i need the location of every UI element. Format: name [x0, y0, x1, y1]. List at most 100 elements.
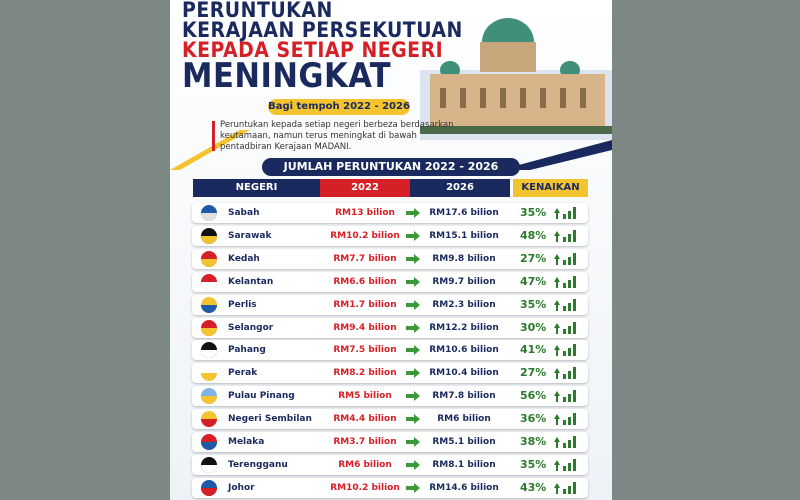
column-header: 2022	[320, 179, 410, 197]
poster: PERUNTUKAN KERAJAAN PERSEKUTUAN KEPADA SET…	[170, 0, 612, 500]
arrow-icon	[406, 391, 420, 402]
increase-percent: 36%	[520, 412, 547, 426]
arrow-icon	[406, 437, 420, 447]
growth-icon	[554, 367, 576, 380]
table-row: Kelantan RM6.6 bilion RM9.7 bilion 47%	[192, 271, 588, 292]
value-2026: RM9.8 bilion	[432, 253, 496, 264]
increase-percent: 35%	[520, 297, 547, 311]
value-2022: RM7.7 bilion	[333, 253, 397, 264]
growth-icon	[554, 275, 576, 288]
arrow-icon	[406, 322, 420, 333]
value-2026: RM14.6 bilion	[429, 482, 499, 493]
state-flag	[201, 411, 217, 428]
increase-percent: 47%	[520, 274, 547, 288]
title-line: KERAJAAN PERSEKUTUAN	[182, 18, 463, 42]
state-name: Sabah	[228, 208, 260, 218]
value-2022: RM9.4 bilion	[333, 322, 397, 333]
value-2026: RM10.6 bilion	[429, 345, 499, 356]
value-2022: RM10.2 bilion	[330, 482, 400, 493]
table-row: Melaka RM3.7 bilion RM5.1 bilion 38%	[192, 432, 588, 452]
state-name: Negeri Sembilan	[228, 414, 312, 425]
title-line: PERUNTUKAN	[182, 0, 333, 22]
state-name: Selangor	[228, 322, 274, 333]
arrow-icon	[406, 482, 420, 493]
table-title: JUMLAH PERUNTUKAN 2022 - 2026	[262, 158, 520, 176]
state-flag	[201, 319, 217, 336]
state-flag	[201, 227, 217, 244]
value-2026: RM5.1 bilion	[432, 437, 496, 447]
description-line: pentadbiran Kerajaan MADANI.	[220, 142, 352, 152]
arrow-icon	[406, 230, 420, 241]
period-badge: Bagi tempoh 2022 - 2026	[268, 99, 410, 115]
table-row: Pulau Pinang RM5 bilion RM7.8 bilion 56%	[192, 386, 588, 407]
building-illustration	[420, 18, 612, 140]
increase-percent: 27%	[520, 251, 547, 265]
growth-icon	[554, 390, 576, 403]
state-name: Kedah	[228, 253, 260, 264]
table-row: Johor RM10.2 bilion RM14.6 bilion 43%	[192, 477, 588, 498]
increase-percent: 30%	[520, 320, 547, 334]
arrow-icon	[406, 345, 420, 356]
growth-icon	[554, 321, 576, 334]
arrow-icon	[406, 276, 420, 287]
growth-icon	[554, 413, 576, 426]
value-2022: RM6.6 bilion	[333, 276, 397, 287]
increase-percent: 43%	[520, 480, 547, 494]
value-2026: RM12.2 bilion	[429, 322, 499, 333]
state-name: Johor	[228, 482, 255, 493]
state-name: Melaka	[228, 437, 265, 447]
table-row: Sarawak RM10.2 bilion RM15.1 bilion 48%	[192, 225, 588, 246]
table-row: Sabah RM13 bilion RM17.6 bilion 35%	[192, 203, 588, 223]
value-2026: RM10.4 bilion	[429, 368, 499, 379]
title-line: KEPADA SETIAP NEGERI	[182, 38, 444, 62]
value-2026: RM17.6 bilion	[429, 208, 499, 218]
table-row: Negeri Sembilan RM4.4 bilion RM6 bilion 36%	[192, 409, 588, 430]
table-row: Perak RM8.2 bilion RM10.4 bilion 27%	[192, 363, 588, 384]
column-header: 2026	[410, 179, 510, 197]
table-row: Perlis RM1.7 bilion RM2.3 bilion 35%	[192, 294, 588, 315]
state-flag	[201, 479, 217, 496]
growth-icon	[554, 298, 576, 311]
growth-icon	[554, 458, 576, 471]
accent-stripe	[170, 130, 612, 170]
state-flag	[201, 205, 217, 221]
table-row: Kedah RM7.7 bilion RM9.8 bilion 27%	[192, 248, 588, 269]
value-2022: RM5 bilion	[338, 391, 392, 402]
increase-percent: 27%	[520, 366, 547, 380]
growth-icon	[554, 436, 576, 448]
value-2026: RM7.8 bilion	[432, 391, 496, 402]
state-name: Pahang	[228, 345, 266, 356]
state-flag	[201, 342, 217, 359]
arrow-icon	[406, 414, 420, 425]
table-row: Pahang RM7.5 bilion RM10.6 bilion 41%	[192, 340, 588, 361]
state-flag	[201, 388, 217, 405]
table-row: Terengganu RM6 bilion RM8.1 bilion 35%	[192, 454, 588, 475]
state-flag	[201, 296, 217, 313]
increase-percent: 35%	[520, 457, 547, 471]
state-flag	[201, 365, 217, 382]
value-2022: RM1.7 bilion	[333, 299, 397, 310]
arrow-icon	[406, 299, 420, 310]
increase-percent: 48%	[520, 228, 547, 242]
state-flag	[201, 456, 217, 473]
column-header: KENAIKAN	[513, 179, 588, 197]
state-name: Kelantan	[228, 276, 274, 287]
growth-icon	[554, 207, 576, 219]
value-2022: RM3.7 bilion	[333, 437, 397, 447]
state-flag	[201, 434, 217, 450]
arrow-icon	[406, 208, 420, 218]
accent-bar	[212, 121, 215, 151]
value-2022: RM6 bilion	[338, 459, 392, 470]
state-name: Sarawak	[228, 230, 272, 241]
growth-icon	[554, 229, 576, 242]
column-header: NEGERI	[193, 179, 320, 197]
increase-percent: 41%	[520, 343, 547, 357]
growth-icon	[554, 252, 576, 265]
increase-percent: 35%	[520, 206, 547, 219]
state-name: Perlis	[228, 299, 257, 310]
value-2022: RM7.5 bilion	[333, 345, 397, 356]
value-2026: RM9.7 bilion	[432, 276, 496, 287]
description-line: keutamaan, namun terus meningkat di bawa…	[220, 131, 417, 141]
arrow-icon	[406, 368, 420, 379]
